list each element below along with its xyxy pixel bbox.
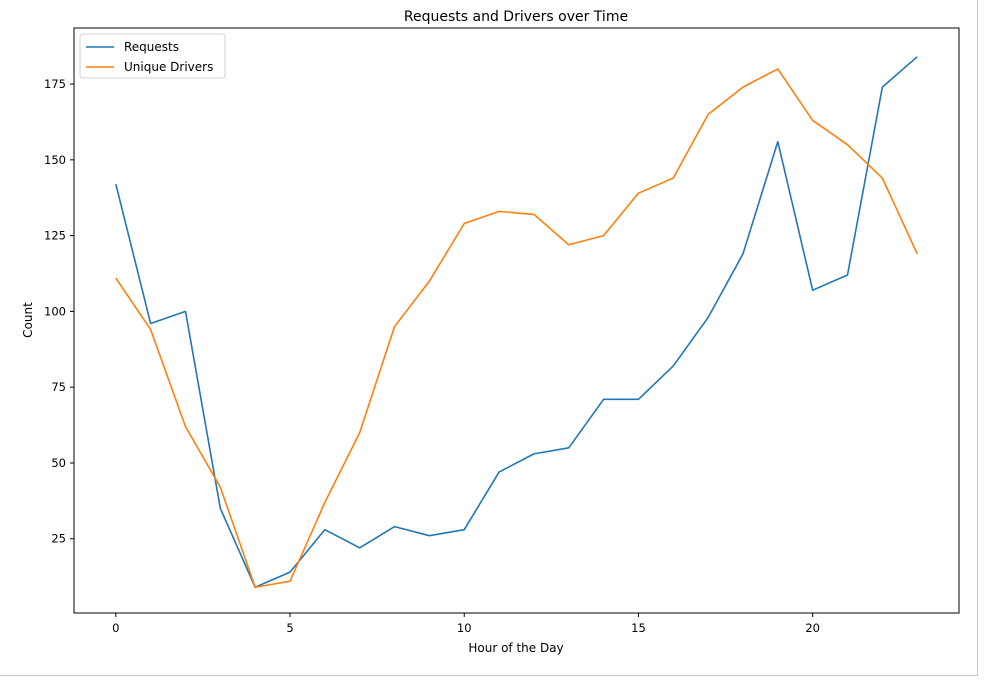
- data-point: [359, 431, 361, 433]
- chart-title: Requests and Drivers over Time: [404, 9, 628, 25]
- data-point: [707, 316, 709, 318]
- data-point: [846, 143, 848, 145]
- legend-box: [79, 33, 226, 79]
- data-point: [742, 253, 744, 255]
- data-point: [881, 177, 883, 179]
- series-line-1: [115, 68, 918, 589]
- data-point: [324, 501, 326, 503]
- data-point: [219, 507, 221, 509]
- y-axis: 25 50 75 100 125 150 175: [44, 77, 74, 546]
- data-point: [637, 398, 639, 400]
- data-point: [498, 210, 500, 212]
- data-point: [149, 322, 151, 324]
- data-point: [428, 280, 430, 282]
- data-point: [219, 486, 221, 488]
- data-point: [568, 244, 570, 246]
- y-tick-label: 50: [51, 456, 66, 470]
- data-point: [115, 183, 117, 185]
- data-point: [672, 177, 674, 179]
- x-tick-label: 15: [631, 621, 646, 635]
- x-tick-label: 0: [112, 621, 119, 635]
- data-point: [289, 580, 291, 582]
- plot-area: [73, 27, 960, 614]
- legend-label: Requests: [124, 40, 179, 54]
- data-point: [254, 586, 256, 588]
- data-point: [916, 253, 918, 255]
- data-point: [777, 140, 779, 142]
- legend: Requests Unique Drivers: [79, 33, 226, 79]
- data-point: [568, 447, 570, 449]
- data-point: [498, 471, 500, 473]
- data-point: [463, 222, 465, 224]
- data-point: [115, 277, 117, 279]
- y-tick-label: 150: [44, 153, 66, 167]
- data-point: [777, 68, 779, 70]
- data-point: [742, 86, 744, 88]
- y-tick-label: 25: [51, 532, 66, 546]
- data-point: [393, 525, 395, 527]
- x-tick-label: 20: [805, 621, 820, 635]
- data-point: [916, 56, 918, 58]
- data-point: [463, 528, 465, 530]
- data-point: [184, 310, 186, 312]
- data-point: [846, 274, 848, 276]
- data-point: [533, 213, 535, 215]
- data-point: [881, 86, 883, 88]
- y-tick-label: 75: [51, 380, 66, 394]
- data-point: [149, 328, 151, 330]
- series-lines: [115, 56, 918, 589]
- data-point: [602, 398, 604, 400]
- legend-label: Unique Drivers: [124, 60, 213, 74]
- data-point: [811, 289, 813, 291]
- data-point: [289, 571, 291, 573]
- data-point: [811, 119, 813, 121]
- x-tick-label: 10: [457, 621, 472, 635]
- data-point: [359, 547, 361, 549]
- x-axis: 0 5 10 15 20: [112, 613, 820, 635]
- y-tick-label: 125: [44, 229, 66, 243]
- data-point: [637, 192, 639, 194]
- x-axis-label: Hour of the Day: [468, 641, 563, 655]
- data-point: [707, 113, 709, 115]
- x-tick-label: 5: [286, 621, 293, 635]
- series-line-0: [115, 56, 918, 589]
- data-point: [533, 453, 535, 455]
- y-tick-label: 100: [44, 304, 66, 318]
- data-point: [428, 535, 430, 537]
- data-point: [324, 528, 326, 530]
- data-point: [184, 425, 186, 427]
- y-tick-label: 175: [44, 77, 66, 91]
- y-axis-label: Count: [21, 302, 35, 338]
- data-point: [602, 234, 604, 236]
- data-point: [672, 365, 674, 367]
- data-point: [393, 325, 395, 327]
